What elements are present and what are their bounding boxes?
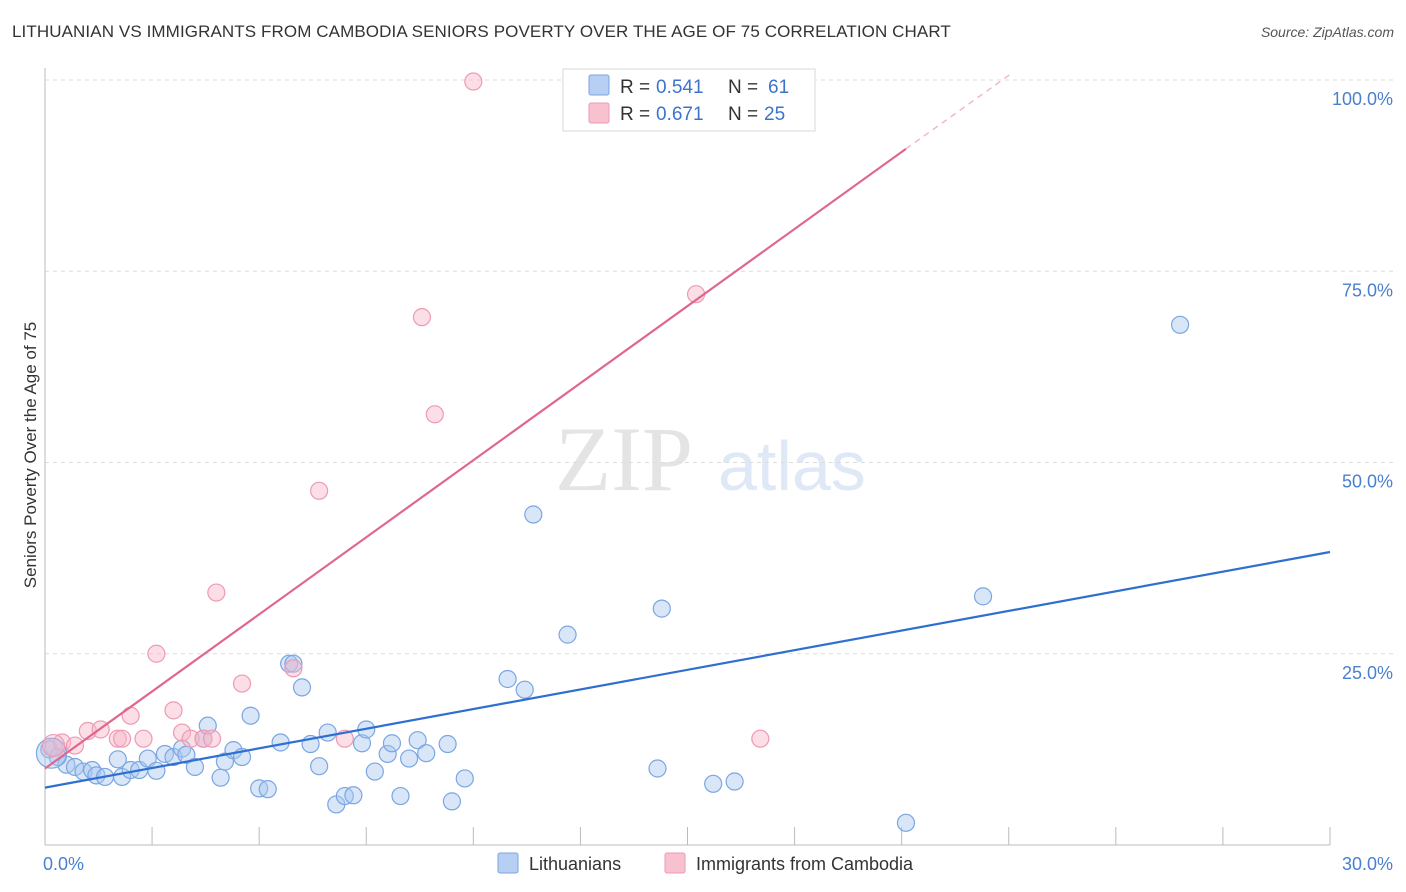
point-cambodia-22 <box>464 72 483 91</box>
point-cambodia-10 <box>164 701 183 720</box>
point-lithuanians-55 <box>652 599 671 618</box>
data-points <box>35 72 1190 832</box>
y-tick-labels: 25.0% 50.0% 75.0% 100.0% <box>1332 89 1393 683</box>
y-axis-label: Seniors Poverty Over the Age of 75 <box>21 322 40 588</box>
point-lithuanians-53 <box>558 625 577 644</box>
point-lithuanians-27 <box>258 780 277 799</box>
point-lithuanians-58 <box>896 813 916 832</box>
point-lithuanians-38 <box>352 734 372 753</box>
point-cambodia-15 <box>207 583 226 602</box>
point-lithuanians-31 <box>292 678 312 697</box>
point-lithuanians-30 <box>284 654 303 673</box>
legend-r-value-1: 0.671 <box>656 104 704 125</box>
bottom-legend-label-lithuanians: Lithuanians <box>529 854 621 874</box>
point-lithuanians-41 <box>378 744 397 764</box>
point-cambodia-cluster <box>41 733 66 758</box>
trend-line-cambodia-extension <box>905 71 1014 150</box>
y-tick-label-1: 50.0% <box>1342 472 1393 492</box>
point-lithuanians-25 <box>241 706 260 725</box>
point-lithuanians-40 <box>365 762 384 781</box>
point-lithuanians-18 <box>185 757 205 777</box>
point-lithuanians-59 <box>973 587 993 606</box>
point-lithuanians-21 <box>211 768 230 787</box>
point-cambodia-6 <box>112 729 132 748</box>
point-cambodia-16 <box>232 674 252 693</box>
point-lithuanians-57 <box>725 772 744 791</box>
point-lithuanians-43 <box>391 786 410 806</box>
point-lithuanians-54 <box>648 759 667 778</box>
point-lithuanians-44 <box>399 749 419 768</box>
point-cambodia-7 <box>121 706 140 725</box>
point-lithuanians-34 <box>318 723 337 742</box>
point-lithuanians-52 <box>524 505 543 524</box>
legend-swatch-lithuanians <box>588 74 610 96</box>
source-label: Source: ZipAtlas.com <box>1260 24 1394 40</box>
point-lithuanians-60 <box>1170 315 1190 334</box>
point-lithuanians-49 <box>455 769 474 788</box>
legend-n-value-0: 61 <box>768 77 789 98</box>
point-lithuanians-8 <box>108 750 127 769</box>
legend-r-value-0: 0.541 <box>656 77 704 98</box>
point-cambodia-24 <box>751 729 770 748</box>
point-lithuanians-42 <box>382 734 402 753</box>
chart-title: LITHUANIAN VS IMMIGRANTS FROM CAMBODIA S… <box>12 22 951 41</box>
gridlines <box>45 79 1395 655</box>
legend-swatch-cambodia <box>588 102 610 124</box>
stats-legend: R = 0.541 N = 61 R = 0.671 N = 25 <box>562 68 816 132</box>
bottom-legend-swatch-lithuanians <box>497 852 519 874</box>
legend-n-label-1: N = <box>728 104 758 125</box>
point-cambodia-17 <box>284 659 303 678</box>
watermark-atlas: atlas <box>718 427 866 505</box>
point-lithuanians-56 <box>704 774 723 793</box>
legend-n-label-0: N = <box>728 77 758 98</box>
trend-line-lithuanians <box>44 550 1331 789</box>
point-lithuanians-13 <box>147 761 166 780</box>
point-lithuanians-51 <box>515 680 534 699</box>
watermark-zip: ZIP <box>555 408 693 510</box>
y-tick-label-3: 100.0% <box>1332 89 1393 109</box>
x-tick-label-1: 30.0% <box>1342 854 1393 874</box>
series-legend: Lithuanians Immigrants from Cambodia <box>497 852 914 874</box>
y-tick-label-0: 25.0% <box>1342 663 1393 683</box>
point-lithuanians-37 <box>344 786 363 805</box>
point-lithuanians-45 <box>408 731 427 750</box>
point-cambodia-18 <box>310 481 329 500</box>
y-tick-label-2: 75.0% <box>1342 280 1393 300</box>
point-lithuanians-47 <box>438 734 457 754</box>
point-cambodia-21 <box>425 405 444 424</box>
point-cambodia-20 <box>412 308 432 327</box>
legend-r-label-0: R = <box>620 77 650 98</box>
point-cambodia-14 <box>202 729 222 748</box>
point-cambodia-9 <box>147 644 166 663</box>
point-lithuanians-48 <box>442 792 462 811</box>
trend-lines <box>44 71 1331 789</box>
bottom-legend-label-cambodia: Immigrants from Cambodia <box>696 854 914 874</box>
trend-line-cambodia <box>44 147 907 770</box>
point-lithuanians-3 <box>65 757 85 777</box>
legend-r-label-1: R = <box>620 104 650 125</box>
point-lithuanians-46 <box>417 744 436 763</box>
point-lithuanians-33 <box>310 757 329 776</box>
x-ticks: 0.0% 30.0% <box>43 827 1393 874</box>
point-lithuanians-50 <box>498 669 517 689</box>
x-tick-label-0: 0.0% <box>43 854 84 874</box>
point-cambodia-5 <box>108 729 127 748</box>
point-cambodia-8 <box>134 729 153 748</box>
point-cambodia-12 <box>181 729 200 748</box>
legend-n-value-1: 25 <box>764 104 785 125</box>
bottom-legend-swatch-cambodia <box>664 852 686 874</box>
